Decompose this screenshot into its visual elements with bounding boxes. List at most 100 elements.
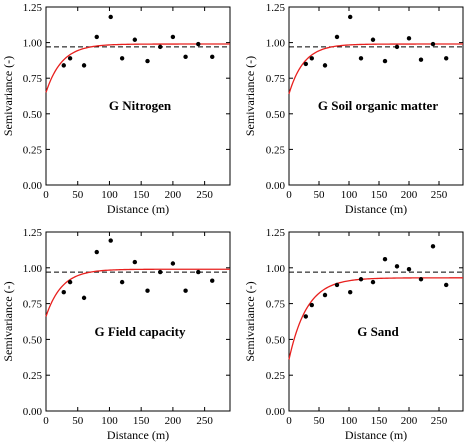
semivariance-point — [382, 58, 388, 64]
panel-title: G Field capacity — [95, 324, 186, 339]
y-tick-label: 0.50 — [23, 109, 43, 121]
y-tick-label: 1.00 — [23, 263, 43, 275]
x-tick-label: 250 — [196, 189, 213, 201]
x-tick-label: 100 — [101, 415, 118, 427]
semivariance-point — [119, 279, 125, 285]
semivariance-point — [61, 289, 66, 295]
semivariance-point — [145, 288, 150, 293]
semivariance-point — [430, 244, 436, 249]
semivariance-point — [67, 279, 73, 285]
panel-title: G Nitrogen — [109, 98, 172, 113]
semivariance-point — [406, 36, 412, 41]
x-tick-label: 50 — [72, 189, 84, 201]
panel-title: G Sand — [357, 324, 399, 339]
semivariance-point — [183, 54, 188, 60]
semivariance-point — [210, 54, 215, 60]
y-tick-label: 0.25 — [23, 144, 43, 156]
x-tick-label: 50 — [72, 415, 84, 427]
semivariance-point — [418, 277, 424, 282]
semivariance-point — [132, 259, 138, 265]
y-tick-label: 1.00 — [266, 263, 286, 275]
semivariance-point — [444, 282, 449, 288]
x-tick-label: 50 — [314, 189, 326, 201]
semivariance-point — [81, 295, 87, 301]
x-tick-label: 0 — [43, 415, 49, 427]
y-tick-label: 1.00 — [266, 38, 286, 50]
y-axis-title: Semivariance (-) — [243, 281, 257, 361]
y-tick-label: 0.75 — [23, 73, 43, 85]
semivariance-point — [170, 261, 176, 266]
x-tick-label: 0 — [43, 189, 49, 201]
semivariance-point — [322, 63, 328, 68]
x-tick-label: 0 — [286, 189, 292, 201]
x-tick-label: 250 — [431, 189, 448, 201]
y-tick-label: 0.75 — [23, 299, 43, 311]
semivariance-point — [348, 14, 353, 20]
semivariance-point — [119, 56, 125, 61]
semivariance-point — [430, 41, 436, 47]
semivariance-point — [394, 44, 400, 50]
semivariance-point — [158, 44, 163, 50]
x-tick-label: 250 — [431, 415, 448, 427]
model-fit-curve — [45, 43, 230, 93]
semivariance-point — [81, 63, 87, 68]
y-tick-label: 1.25 — [266, 2, 286, 14]
x-tick-label: 50 — [314, 415, 326, 427]
x-tick-label: 150 — [371, 189, 388, 201]
semivariance-point — [108, 238, 113, 243]
x-axis-title: Distance (m) — [345, 428, 407, 442]
semivariance-point — [418, 57, 424, 62]
y-tick-label: 0.50 — [266, 334, 286, 346]
semivariance-point — [303, 314, 308, 319]
y-tick-label: 0.00 — [23, 406, 43, 418]
semivariance-point — [210, 278, 215, 283]
semivariance-point — [158, 269, 163, 275]
semivariance-point — [170, 34, 176, 40]
y-tick-label: 0.50 — [266, 109, 286, 121]
panel-4: 0.00 0.25 0.50 0.75 1.00 1.25 0 50 100 150 200 250 D… — [243, 227, 464, 442]
x-tick-label: 100 — [341, 415, 358, 427]
semivariance-point — [370, 279, 376, 285]
y-tick-label: 0.25 — [23, 370, 43, 382]
semivariance-point — [67, 56, 73, 61]
y-tick-label: 0.75 — [266, 73, 286, 85]
semivariance-point — [406, 267, 412, 272]
y-tick-label: 1.00 — [23, 38, 43, 50]
plot-frame — [45, 231, 231, 412]
semivariance-point — [358, 277, 364, 282]
semivariance-point — [444, 56, 449, 61]
semivariance-point — [394, 264, 400, 269]
semivariance-point — [334, 34, 340, 40]
panel-1: 0.00 0.25 0.50 0.75 1.00 1.25 0 50 100 150 200 250 D… — [1, 2, 231, 216]
x-tick-label: 200 — [401, 189, 418, 201]
semivariance-point — [145, 58, 150, 64]
panel-2: 0.00 0.25 0.50 0.75 1.00 1.25 0 50 100 150 200 250 D… — [243, 2, 464, 216]
x-tick-label: 200 — [401, 415, 418, 427]
y-tick-label: 0.75 — [266, 299, 286, 311]
semivariance-point — [309, 302, 314, 308]
x-tick-label: 200 — [165, 189, 182, 201]
x-axis-title: Distance (m) — [345, 202, 407, 216]
x-tick-label: 100 — [101, 189, 118, 201]
semivariance-point — [196, 269, 201, 275]
plot-frame — [288, 231, 464, 412]
y-tick-label: 1.25 — [23, 227, 43, 239]
y-axis-title: Semivariance (-) — [1, 281, 15, 361]
panel-title: G Soil organic matter — [318, 98, 438, 113]
y-tick-label: 0.00 — [23, 180, 43, 192]
semivariance-point — [196, 41, 201, 47]
semivariance-point — [132, 37, 138, 42]
x-tick-label: 150 — [133, 415, 150, 427]
y-tick-label: 0.00 — [266, 180, 286, 192]
x-tick-label: 200 — [165, 415, 182, 427]
panel-3: 0.00 0.25 0.50 0.75 1.00 1.25 0 50 100 150 200 250 D… — [1, 227, 231, 442]
semivariance-point — [94, 34, 99, 40]
y-tick-label: 0.25 — [266, 144, 286, 156]
semivariance-point — [309, 56, 314, 61]
semivariance-point — [108, 14, 113, 20]
semivariance-point — [183, 288, 188, 293]
model-fit-curve — [45, 268, 230, 317]
semivariance-point — [322, 292, 328, 298]
x-tick-label: 150 — [371, 415, 388, 427]
